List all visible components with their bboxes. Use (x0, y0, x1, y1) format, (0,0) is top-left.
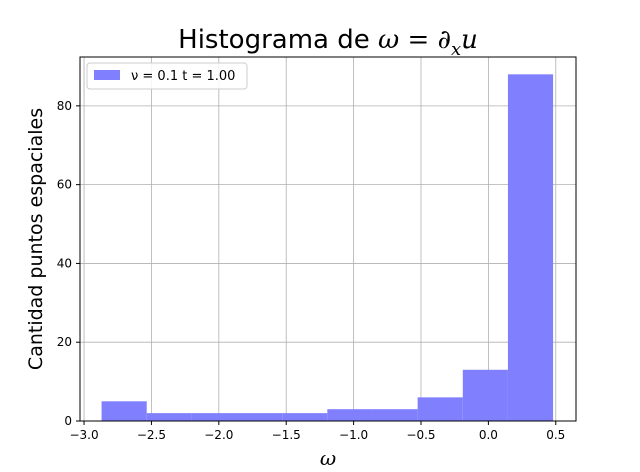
histogram-bar (507, 74, 554, 421)
x-tick-label: −3.0 (69, 428, 98, 442)
histogram-bar (237, 413, 283, 421)
y-axis-label: Cantidad puntos espaciales (25, 108, 47, 370)
legend-box (86, 62, 248, 90)
y-tick-label: 60 (57, 178, 72, 192)
histogram-bar (417, 397, 463, 421)
x-tick-label: −1.0 (339, 428, 368, 442)
legend: ν = 0.1 t = 1.00 (86, 62, 248, 90)
x-tick-label: −2.0 (204, 428, 233, 442)
histogram-bar (191, 413, 238, 421)
legend-label: ν = 0.1 t = 1.00 (131, 69, 235, 84)
histogram-bar (146, 413, 192, 421)
histogram-bar (101, 401, 147, 421)
legend-swatch (94, 70, 120, 80)
x-axis-label: ω (320, 446, 336, 470)
y-tick-label: 80 (57, 99, 72, 113)
y-tick-label: 0 (64, 414, 72, 428)
histogram-bar (327, 409, 373, 421)
y-tick-label: 40 (57, 256, 72, 270)
x-axis-ticks: −3.0 −2.5 −2.0 −1.5 −1.0 −0.5 0.0 0.5 (69, 421, 565, 442)
histogram-bar (372, 409, 418, 421)
histogram-bar (462, 369, 508, 421)
histogram-bars (101, 74, 554, 421)
x-tick-label: −1.5 (272, 428, 301, 442)
x-tick-label: 0.5 (546, 428, 565, 442)
x-tick-label: 0.0 (479, 428, 498, 442)
x-tick-label: −0.5 (406, 428, 435, 442)
plot-frame (79, 56, 577, 422)
histogram-bar (282, 413, 328, 421)
grid (80, 57, 576, 422)
chart-title: Histograma de ω = ∂xu (178, 25, 478, 60)
x-tick-label: −2.5 (137, 428, 166, 442)
y-axis-ticks: 0 20 40 60 80 (57, 99, 80, 428)
y-tick-label: 20 (57, 335, 72, 349)
